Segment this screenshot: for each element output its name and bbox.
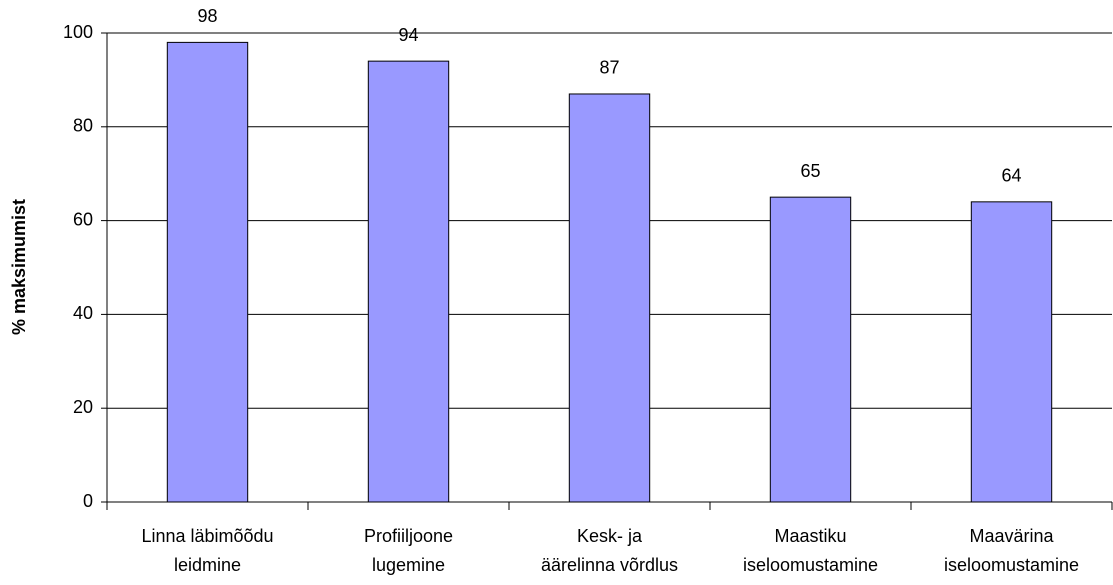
data-label: 65 bbox=[800, 161, 820, 181]
x-tick-label: iseloomustamine bbox=[944, 555, 1079, 575]
x-tick-label: Profiiljoone bbox=[364, 526, 453, 546]
x-tick-label: Kesk- ja bbox=[577, 526, 643, 546]
y-tick-label: 20 bbox=[73, 397, 93, 417]
bar bbox=[367, 60, 450, 503]
x-tick-label: Linna läbimõõdu bbox=[141, 526, 273, 546]
x-tick-label: äärelinna võrdlus bbox=[541, 555, 678, 575]
x-tick-label: Maastiku bbox=[774, 526, 846, 546]
x-tick-label: Maavärina bbox=[969, 526, 1054, 546]
y-tick-label: 100 bbox=[63, 22, 93, 42]
data-label: 98 bbox=[197, 6, 217, 26]
bar bbox=[970, 201, 1053, 503]
y-tick-label: 80 bbox=[73, 116, 93, 136]
y-tick-label: 60 bbox=[73, 209, 93, 229]
data-label: 94 bbox=[398, 25, 418, 45]
bar bbox=[568, 93, 651, 503]
y-tick-label: 40 bbox=[73, 303, 93, 323]
y-tick-label: 0 bbox=[83, 491, 93, 511]
x-tick-label: iseloomustamine bbox=[743, 555, 878, 575]
x-tick-label: lugemine bbox=[372, 555, 445, 575]
data-label: 64 bbox=[1001, 166, 1021, 186]
bar bbox=[166, 41, 249, 503]
y-axis-label: % maksimumist bbox=[9, 199, 29, 335]
bar bbox=[769, 196, 852, 503]
data-label: 87 bbox=[599, 58, 619, 78]
x-tick-label: leidmine bbox=[174, 555, 241, 575]
